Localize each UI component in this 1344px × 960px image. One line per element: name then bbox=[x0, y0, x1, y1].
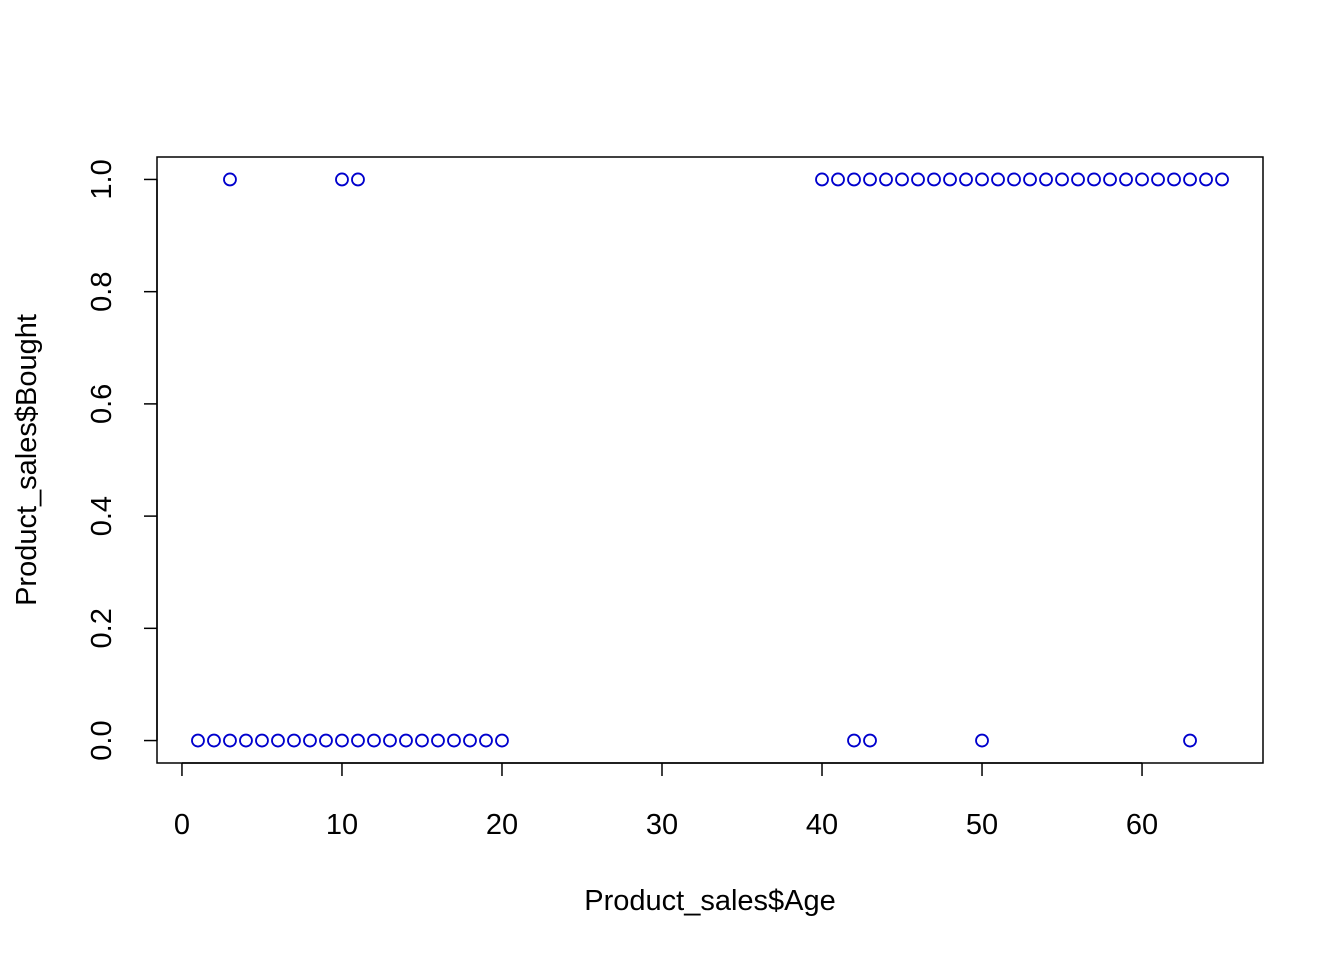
point bbox=[335, 172, 349, 187]
point bbox=[351, 172, 365, 187]
y-tick-label: 0.0 bbox=[86, 720, 118, 760]
x-tick-label: 30 bbox=[646, 809, 678, 841]
x-tick-label: 60 bbox=[1126, 809, 1158, 841]
point bbox=[927, 172, 941, 187]
point bbox=[847, 733, 861, 748]
point bbox=[911, 172, 925, 187]
point bbox=[207, 733, 221, 748]
point bbox=[1183, 733, 1197, 748]
point bbox=[895, 172, 909, 187]
point bbox=[815, 172, 829, 187]
point bbox=[975, 733, 989, 748]
point bbox=[223, 733, 237, 748]
y-tick-label: 0.6 bbox=[86, 384, 118, 424]
point bbox=[879, 172, 893, 187]
y-tick-label: 1.0 bbox=[86, 159, 118, 199]
point bbox=[335, 733, 349, 748]
point bbox=[1151, 172, 1165, 187]
y-axis-label: Product_sales$Bought bbox=[11, 314, 43, 606]
point bbox=[191, 733, 205, 748]
y-tick-label: 0.8 bbox=[86, 272, 118, 312]
point bbox=[863, 172, 877, 187]
point bbox=[255, 733, 269, 748]
point bbox=[351, 733, 365, 748]
point bbox=[1119, 172, 1133, 187]
point bbox=[1087, 172, 1101, 187]
point bbox=[1039, 172, 1053, 187]
point bbox=[863, 733, 877, 748]
point bbox=[223, 172, 237, 187]
x-tick-label: 40 bbox=[806, 809, 838, 841]
point bbox=[287, 733, 301, 748]
point bbox=[319, 733, 333, 748]
point bbox=[1007, 172, 1021, 187]
point bbox=[463, 733, 477, 748]
point bbox=[431, 733, 445, 748]
point bbox=[383, 733, 397, 748]
point bbox=[1103, 172, 1117, 187]
point bbox=[399, 733, 413, 748]
point bbox=[1183, 172, 1197, 187]
point bbox=[1055, 172, 1069, 187]
point bbox=[959, 172, 973, 187]
point bbox=[479, 733, 493, 748]
x-axis-label: Product_sales$Age bbox=[584, 885, 836, 917]
point bbox=[1071, 172, 1085, 187]
point bbox=[1167, 172, 1181, 187]
x-tick-label: 20 bbox=[486, 809, 518, 841]
y-tick-label: 0.4 bbox=[86, 496, 118, 536]
point bbox=[367, 733, 381, 748]
y-tick-label: 0.2 bbox=[86, 608, 118, 648]
point bbox=[495, 733, 509, 748]
point bbox=[1135, 172, 1149, 187]
x-tick-label: 50 bbox=[966, 809, 998, 841]
plot-frame bbox=[156, 156, 1264, 764]
point bbox=[1199, 172, 1213, 187]
x-tick-label: 0 bbox=[174, 809, 190, 841]
point bbox=[303, 733, 317, 748]
point bbox=[271, 733, 285, 748]
point bbox=[943, 172, 957, 187]
point bbox=[447, 733, 461, 748]
point bbox=[1023, 172, 1037, 187]
point bbox=[991, 172, 1005, 187]
point bbox=[831, 172, 845, 187]
point bbox=[415, 733, 429, 748]
point bbox=[975, 172, 989, 187]
x-tick-label: 10 bbox=[326, 809, 358, 841]
point bbox=[847, 172, 861, 187]
point bbox=[239, 733, 253, 748]
point bbox=[1215, 172, 1229, 187]
